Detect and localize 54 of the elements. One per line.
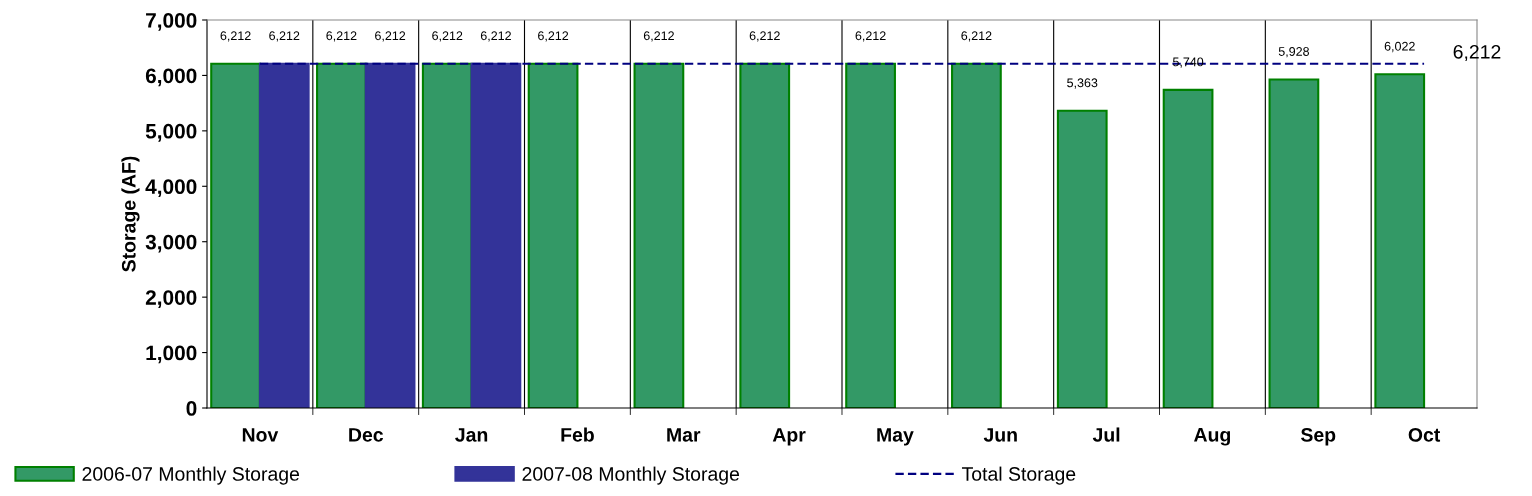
data-label: 5,363	[1067, 78, 1098, 89]
y-tick-label: 3,000	[145, 234, 197, 253]
bar	[951, 62, 1002, 408]
bar	[210, 62, 261, 408]
bar	[1374, 73, 1426, 408]
x-tick-label: Sep	[1300, 427, 1336, 446]
y-tick-label: 5,000	[145, 123, 197, 142]
bar	[1056, 109, 1108, 408]
data-label: 6,212	[961, 31, 992, 42]
x-tick-label: Oct	[1408, 427, 1441, 442]
data-label: 6,212	[326, 31, 357, 42]
x-tick-label: May	[877, 428, 914, 446]
bar	[1268, 78, 1320, 408]
x-tick-label: Dec	[349, 428, 384, 442]
legend-label: Total Storage	[961, 466, 1076, 485]
x-tick-label: Jun	[983, 428, 1017, 442]
bar	[739, 62, 791, 408]
x-tick-label: Aug	[1194, 428, 1231, 446]
x-tick-label: Nov	[242, 428, 279, 442]
data-label: 6,212	[1453, 44, 1501, 62]
data-label: 6,212	[538, 31, 569, 42]
bar	[633, 62, 685, 408]
legend-label: 2007-08 Monthly Storage	[522, 466, 740, 485]
data-label: 6,212	[269, 31, 300, 42]
data-label: 5,928	[1278, 47, 1310, 58]
y-tick-label: 0	[186, 401, 197, 416]
data-label: 6,022	[1384, 41, 1415, 53]
bar	[845, 62, 896, 408]
bar	[258, 62, 310, 408]
bar	[421, 62, 473, 408]
bar	[316, 62, 367, 408]
bar	[1162, 88, 1214, 408]
data-label: 6,212	[749, 31, 780, 42]
y-tick-label: 2,000	[145, 290, 197, 308]
y-axis-title: Storage (AF)	[121, 156, 140, 272]
y-tick-label: 6,000	[145, 68, 197, 87]
data-label: 6,212	[375, 31, 406, 42]
y-tick-label: 7,000	[146, 13, 197, 31]
y-tick-label: 1,000	[146, 345, 197, 364]
x-tick-label: Jul	[1092, 427, 1120, 442]
bar	[470, 62, 522, 408]
x-tick-label: Feb	[561, 427, 594, 442]
data-label: 6,212	[220, 31, 251, 42]
x-tick-label: Jan	[455, 428, 488, 442]
legend-label: 2006-07 Monthly Storage	[82, 466, 300, 485]
x-tick-label: Mar	[667, 428, 701, 442]
data-label: 6,212	[855, 31, 886, 42]
data-label: 6,212	[432, 31, 463, 42]
x-tick-label: Apr	[772, 428, 806, 446]
data-label: 6,212	[480, 31, 511, 42]
y-tick-label: 4,000	[145, 179, 197, 198]
bar	[364, 62, 416, 408]
bar	[527, 62, 579, 408]
data-label: 6,212	[643, 31, 674, 42]
